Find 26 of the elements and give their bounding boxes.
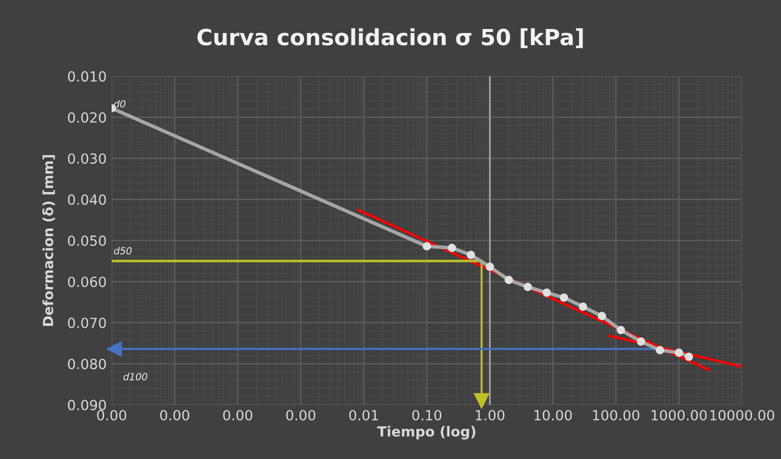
y-tick-label: 0.020 [68,112,106,123]
x-tick-label: 10000.00 [710,410,774,420]
y-tick-label: 0.040 [68,194,106,205]
x-tick-label: 0.00 [97,410,126,420]
x-axis-title: Tiempo (log) [377,426,476,440]
x-tick-label: 0.00 [160,410,190,420]
x-tick-label: 0.01 [349,410,378,420]
y-tick-label: 0.010 [68,71,106,82]
y-tick-label: 0.060 [68,276,106,288]
x-tick-label: 1.00 [476,410,504,420]
annotation: d50 [114,246,132,254]
x-tick-label: 100.00 [593,410,640,420]
annotation: d100 [123,372,148,380]
y-tick-label: 0.070 [68,318,106,328]
x-tick-label: 0.00 [286,410,316,420]
x-tick-label: 0.00 [223,410,252,420]
y-axis-title: Deformacion (δ) [mm] [42,155,55,326]
y-tick-label: 0.090 [68,400,106,410]
chart-title: Curva consolidacion σ 50 [kPa] [197,28,583,48]
y-tick-label: 0.080 [68,358,106,370]
x-tick-label: 10.00 [534,410,572,420]
x-tick-label: 1000.00 [652,410,707,420]
y-tick-label: 0.030 [68,153,106,164]
y-tick-label: 0.050 [68,235,106,246]
annotation: d0 [114,100,126,108]
x-tick-label: 0.10 [412,410,442,420]
